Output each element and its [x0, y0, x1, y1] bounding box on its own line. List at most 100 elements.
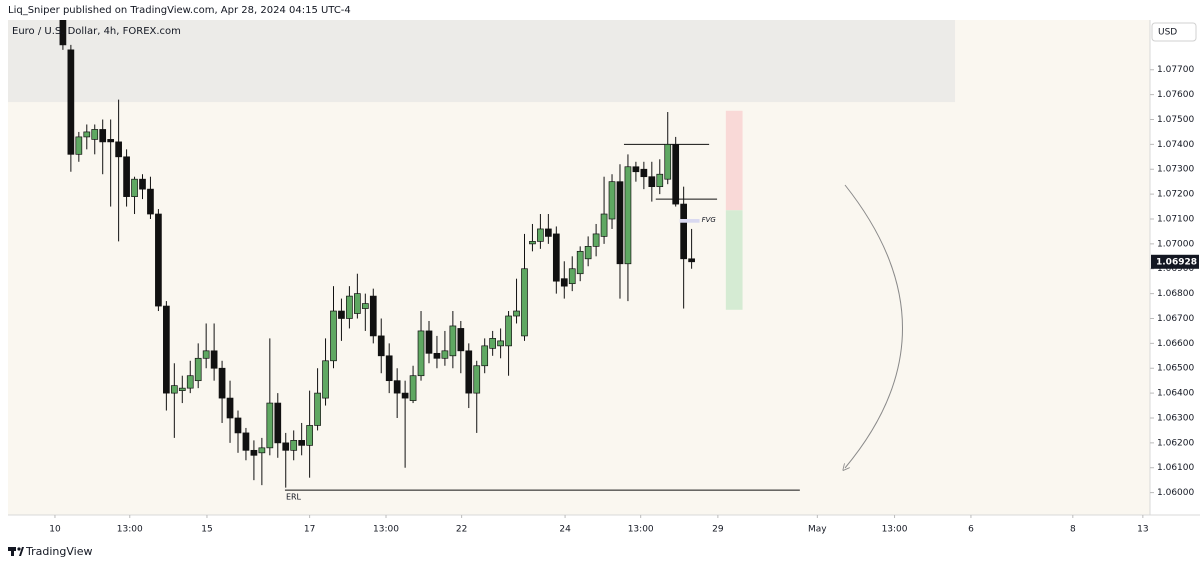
y-tick-label: 1.07000 — [1157, 239, 1194, 249]
y-tick-label: 1.06500 — [1157, 364, 1194, 374]
currency: USD — [1158, 28, 1177, 38]
candle-body — [59, 20, 67, 46]
candle-body — [131, 178, 138, 197]
candle-body — [194, 357, 202, 382]
candle-body — [600, 213, 608, 237]
candle-body — [322, 360, 329, 399]
candle-body — [346, 295, 353, 319]
x-tick-label: 13:00 — [882, 525, 908, 535]
erl-label: ERL — [286, 493, 302, 502]
brand-logo — [8, 547, 24, 556]
candle-body — [361, 303, 369, 309]
y-tick-label: 1.07600 — [1157, 90, 1194, 100]
candle-body — [441, 350, 449, 359]
y-tick-label: 1.07100 — [1157, 214, 1194, 224]
y-tick-label: 1.07400 — [1157, 140, 1194, 150]
y-tick-label: 1.06900 — [1157, 264, 1194, 274]
candle-body — [481, 345, 489, 367]
brand: TradingView — [25, 545, 92, 558]
candle-body — [529, 241, 536, 245]
y-tick-label: 1.07500 — [1157, 115, 1194, 125]
candle-body — [258, 447, 266, 454]
x-tick-label: 10 — [49, 525, 61, 535]
candle-body — [115, 141, 122, 158]
candle-body — [664, 144, 672, 180]
candle-body — [648, 176, 656, 188]
candle-body — [338, 310, 345, 319]
candle-body — [290, 440, 298, 451]
candle-body — [624, 166, 632, 265]
candle-body — [354, 293, 361, 314]
candle-body — [123, 156, 130, 197]
y-tick-label: 1.07300 — [1157, 165, 1194, 175]
y-tick-label: 1.06100 — [1157, 463, 1194, 473]
x-tick-label: 13:00 — [117, 525, 143, 535]
candle-body — [83, 131, 91, 138]
candle-body — [473, 365, 481, 394]
fvg-label: FVG — [702, 216, 717, 224]
candle-body — [163, 305, 170, 394]
candle-body — [139, 178, 146, 190]
x-tick-label: 8 — [1070, 525, 1076, 535]
candle-body — [226, 397, 234, 419]
stop-zone — [725, 110, 743, 211]
candle-body — [568, 268, 576, 285]
candle-body — [266, 402, 274, 449]
y-tick-label: 1.07700 — [1157, 65, 1194, 75]
candle-body — [282, 442, 290, 451]
candle-body — [330, 310, 337, 362]
candle-body — [537, 228, 544, 242]
candle-body — [202, 350, 210, 359]
y-tick-label: 1.07200 — [1157, 190, 1194, 200]
candle-body — [178, 387, 186, 391]
x-tick-label: 17 — [304, 525, 315, 535]
candle-body — [274, 402, 282, 444]
candle-body — [425, 330, 433, 354]
candle-body — [377, 335, 385, 357]
candle-body — [234, 417, 242, 434]
candle-body — [155, 213, 162, 307]
candle-body — [409, 375, 417, 401]
y-tick-label: 1.06000 — [1157, 488, 1194, 498]
candle-body — [576, 250, 584, 275]
currency-box[interactable] — [1151, 22, 1197, 42]
candle-body — [656, 173, 664, 188]
candle-body — [465, 350, 473, 394]
candle-body — [505, 315, 512, 347]
candle-body — [592, 233, 600, 247]
y-tick-label: 1.06300 — [1157, 413, 1194, 423]
candle-body — [560, 278, 568, 287]
candle-body — [632, 166, 640, 173]
candle-body — [147, 188, 154, 215]
last-price-label: 1.06928 — [1156, 257, 1197, 267]
candle-body — [314, 392, 321, 426]
candle-body — [608, 181, 616, 220]
candle-body — [688, 258, 695, 263]
projection-arrow — [845, 184, 903, 468]
candle-body — [107, 139, 115, 143]
x-tick-label: May — [808, 525, 827, 535]
candle-body — [672, 144, 680, 205]
y-tick-label: 1.06800 — [1157, 289, 1194, 299]
symbol-title: Euro / U.S. Dollar, 4h, FOREX.com — [12, 26, 181, 37]
x-tick-label: 15 — [201, 525, 212, 535]
candle-body — [521, 268, 528, 337]
fvg-box — [679, 218, 700, 223]
candle-body — [457, 328, 465, 352]
candle-body — [369, 295, 377, 337]
candle-body — [545, 228, 552, 237]
candle-body — [210, 350, 218, 369]
candle-body — [298, 440, 306, 446]
x-tick-label: 13 — [1137, 525, 1148, 535]
candle-body — [91, 129, 99, 140]
candle-body — [449, 325, 457, 357]
y-tick-label: 1.06700 — [1157, 314, 1194, 324]
x-tick-label: 6 — [968, 525, 974, 535]
plot-layer — [8, 20, 956, 491]
candle-body — [552, 233, 560, 282]
candle-body — [75, 136, 83, 155]
candle-body — [393, 380, 401, 394]
target-zone — [725, 210, 743, 310]
x-tick-label: 13:00 — [628, 525, 654, 535]
